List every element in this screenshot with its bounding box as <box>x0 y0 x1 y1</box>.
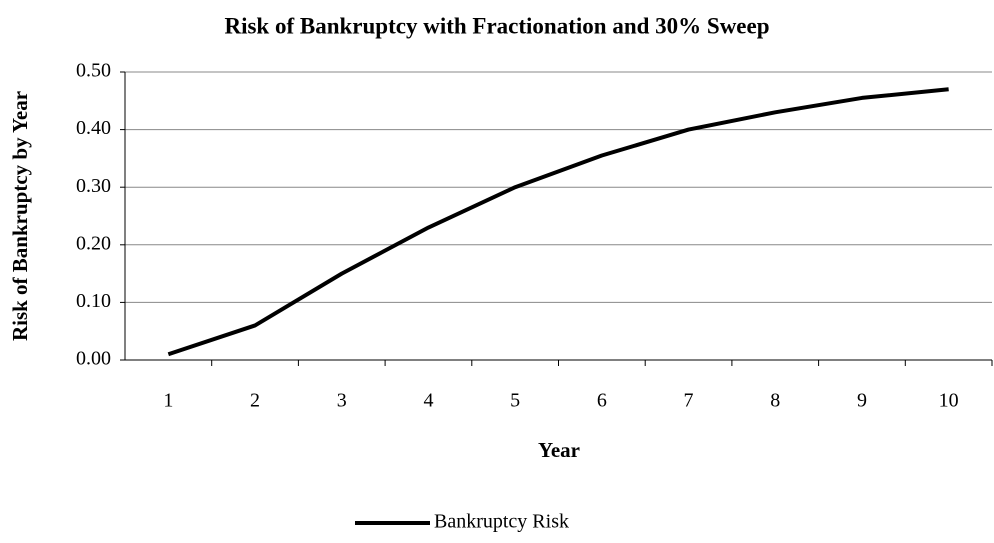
y-tick-label: 0.50 <box>76 60 111 82</box>
y-tick-label: 0.40 <box>76 117 111 139</box>
y-tick-label: 0.30 <box>76 175 111 197</box>
x-tick-label: 2 <box>250 390 260 412</box>
x-tick-label: 8 <box>770 390 780 412</box>
x-tick-label: 3 <box>337 390 347 412</box>
x-tick-label: 1 <box>163 390 173 412</box>
line-series <box>167 87 949 357</box>
y-tick-label: 0.20 <box>76 232 111 254</box>
x-tick-label: 10 <box>939 390 959 412</box>
legend-label: Bankruptcy Risk <box>434 511 569 533</box>
x-tick-label: 5 <box>510 390 520 412</box>
y-tick-label: 0.10 <box>76 290 111 312</box>
x-tick-label: 7 <box>684 390 694 412</box>
x-axis-label: Year <box>538 438 580 462</box>
chart-title: Risk of Bankruptcy with Fractionation an… <box>224 13 769 38</box>
x-tick-label: 4 <box>423 390 433 412</box>
y-axis-label: Risk of Bankruptcy by Year <box>8 91 32 341</box>
x-tick-label: 6 <box>597 390 607 412</box>
y-tick-label: 0.00 <box>76 348 111 370</box>
x-tick-label: 9 <box>857 390 867 412</box>
